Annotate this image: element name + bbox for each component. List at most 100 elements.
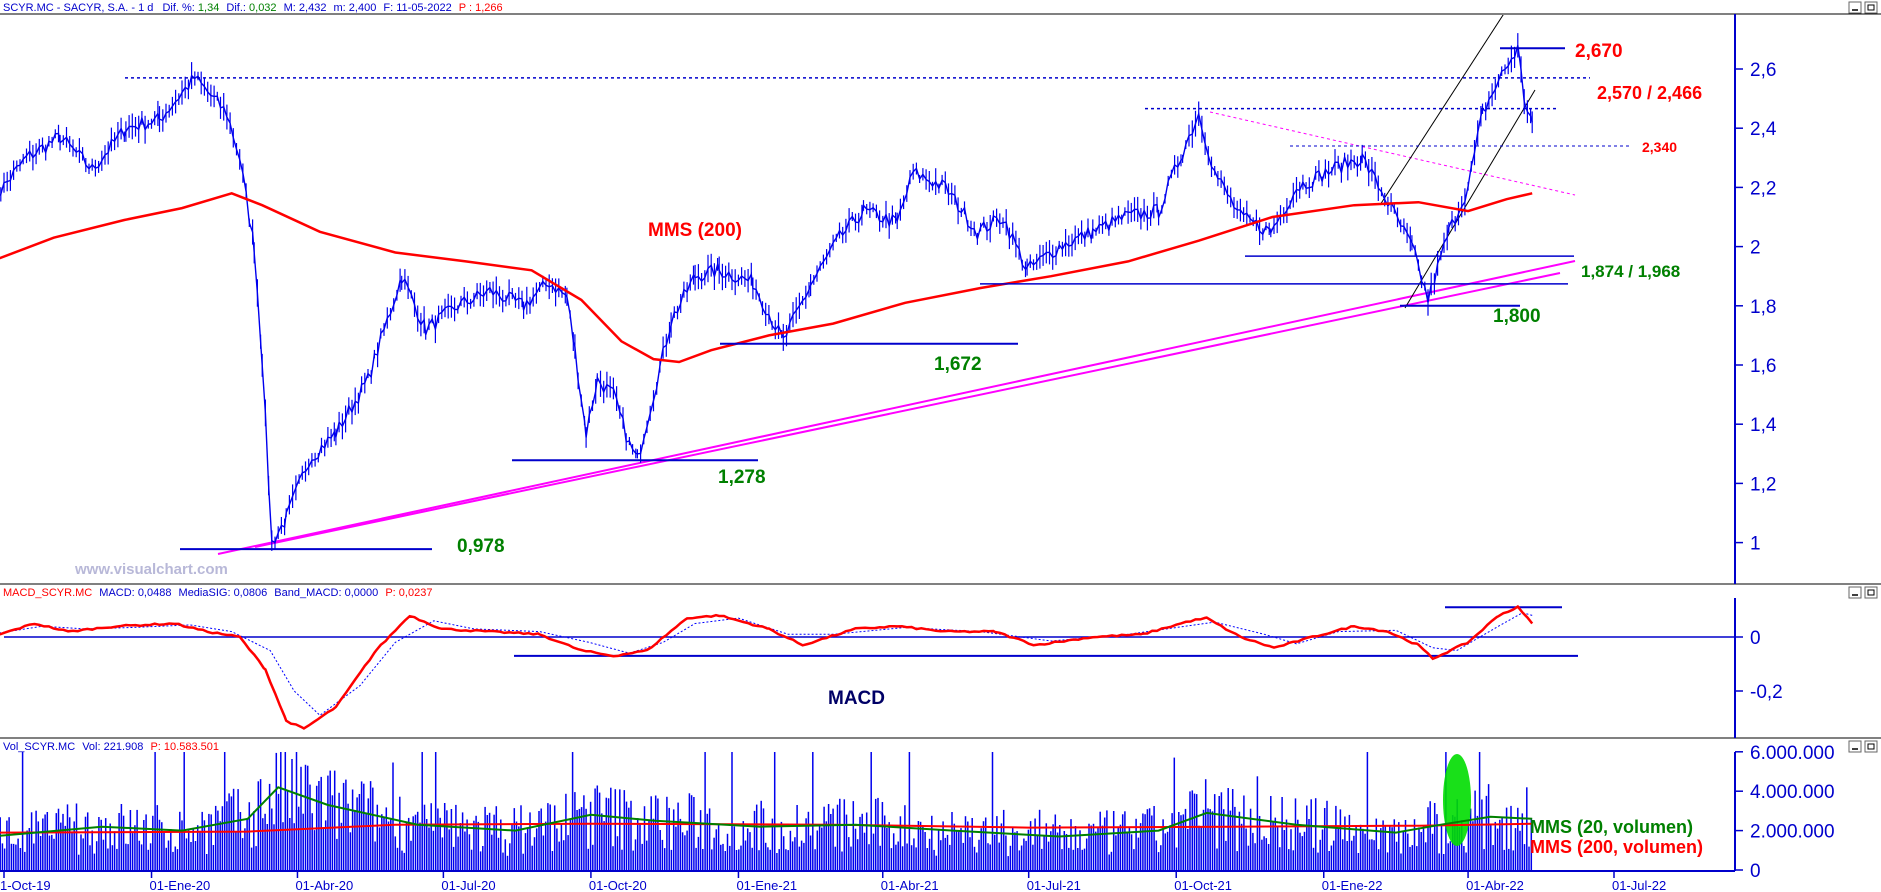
volume-highlight xyxy=(1443,754,1471,846)
x-tick-label: 1-Oct-19 xyxy=(0,878,51,892)
resistance-trend-line xyxy=(1209,111,1576,196)
macd-p-label: P: xyxy=(385,587,395,599)
watermark: www.visualchart.com xyxy=(74,561,228,578)
macd-maximize-button[interactable] xyxy=(1864,586,1878,599)
level-label-2570-2466: 2,570 / 2,466 xyxy=(1597,83,1702,103)
volume-panel xyxy=(0,752,1736,872)
volume-label: Vol: xyxy=(82,741,100,753)
price-y-tick-label: 2,6 xyxy=(1750,60,1776,81)
macd-sig-label: MediaSIG: xyxy=(179,587,231,599)
last-value: 1,266 xyxy=(475,2,503,14)
macd-sig-value: 0,0806 xyxy=(234,587,268,599)
price-y-tick-label: 2 xyxy=(1750,238,1761,259)
volume-y-tick-label: 0 xyxy=(1750,861,1761,882)
x-tick-label: 01-Abr-21 xyxy=(881,878,939,892)
date-value: 11-05-2022 xyxy=(396,2,451,14)
x-tick-label: 01-Abr-22 xyxy=(1466,878,1524,892)
volume-plot-area xyxy=(0,752,1533,870)
macd-value: 0,0488 xyxy=(138,587,172,599)
dif-pct-value: 1,34 xyxy=(198,2,219,14)
level-label-2340: 2,340 xyxy=(1642,139,1677,155)
x-tick-label: 01-Jul-21 xyxy=(1027,878,1081,892)
x-tick-label: 01-Ene-20 xyxy=(150,878,211,892)
level-label-1800: 1,800 xyxy=(1493,306,1541,327)
volume-maximize-button[interactable] xyxy=(1864,740,1878,753)
volume-p-value: 10.583.501 xyxy=(164,741,219,753)
level-label-1672: 1,672 xyxy=(934,354,982,375)
macd-signal-line xyxy=(0,612,1533,716)
macd-label: MACD: xyxy=(99,587,134,599)
price-header: SCYR.MC - SACYR, S.A. - 1 d Dif. %: 1,34… xyxy=(3,2,503,14)
price-plot-area xyxy=(0,15,1576,555)
price-panel-buttons xyxy=(1848,1,1878,14)
min-value: 2,400 xyxy=(349,2,377,14)
macd-line xyxy=(0,604,1534,730)
price-maximize-button[interactable] xyxy=(1864,1,1878,14)
max-value: 2,432 xyxy=(299,2,327,14)
price-y-tick-label: 1,2 xyxy=(1750,474,1776,495)
price-line xyxy=(0,45,1533,544)
volume-header: Vol_SCYR.MC Vol: 221.908 P: 10.583.501 xyxy=(3,741,219,753)
macd-header: MACD_SCYR.MC MACD: 0,0488 MediaSIG: 0,08… xyxy=(3,587,432,599)
macd-panel xyxy=(0,598,1881,739)
volume-mms20-line xyxy=(0,786,1533,838)
x-tick-label: 01-Oct-20 xyxy=(589,878,647,892)
volume-header-name: Vol_SCYR.MC xyxy=(3,741,75,753)
volume-mms200-label: MMS (200, volumen) xyxy=(1530,837,1703,857)
volume-y-tick-label: 6.000.000 xyxy=(1750,743,1835,764)
trend-line-lower xyxy=(217,260,1576,555)
volume-value: 221.908 xyxy=(104,741,144,753)
x-tick-label: 01-Abr-20 xyxy=(295,878,353,892)
level-label-2670: 2,670 xyxy=(1575,41,1623,62)
channel-line-lower xyxy=(1404,89,1536,309)
x-tick-label: 01-Oct-21 xyxy=(1174,878,1232,892)
price-y-tick-label: 1,6 xyxy=(1750,356,1776,377)
x-tick-label: 01-Jul-20 xyxy=(441,878,495,892)
price-header-symbol: SCYR.MC - SACYR, S.A. - 1 d xyxy=(3,2,153,14)
macd-band-label: Band_MACD: xyxy=(274,587,341,599)
level-label-1278: 1,278 xyxy=(718,467,766,488)
volume-minimize-button[interactable] xyxy=(1848,740,1862,753)
min-label: m: xyxy=(334,2,346,14)
volume-y-axis: MMS (20, volumen)MMS (200, volumen) 6.000… xyxy=(1530,743,1835,882)
macd-panel-buttons xyxy=(1848,586,1878,599)
price-y-axis: 2,6 2,4 2,2 2 1,8 1,6 1,4 1,2 1 xyxy=(1735,60,1777,555)
dif-pct-label: Dif. %: xyxy=(162,2,194,14)
price-y-tick-label: 2,4 xyxy=(1750,119,1777,140)
macd-title: MACD xyxy=(828,688,885,709)
price-y-tick-label: 1 xyxy=(1750,534,1761,555)
dif-value: 0,032 xyxy=(249,2,277,14)
macd-minimize-button[interactable] xyxy=(1848,586,1862,599)
volume-y-tick-label: 4.000.000 xyxy=(1750,782,1835,803)
x-tick-label: 01-Jul-22 xyxy=(1612,878,1666,892)
macd-y-tick-label: 0 xyxy=(1750,628,1761,649)
price-y-tick-label: 2,2 xyxy=(1750,178,1776,199)
level-label-0978: 0,978 xyxy=(457,536,505,557)
max-label: M: xyxy=(284,2,296,14)
mms200-label: MMS (200) xyxy=(648,220,742,241)
price-annotations: MMS (200) 2,670 2,570 / 2,466 2,340 1,874 / … xyxy=(125,41,1702,557)
x-axis: 1-Oct-19 01-Ene-20 01-Abr-20 01-Jul-20 01-Oc… xyxy=(0,871,1666,892)
macd-y-tick-label: -0,2 xyxy=(1750,682,1783,703)
volume-y-tick-label: 2.000.000 xyxy=(1750,822,1835,843)
x-tick-label: 01-Ene-21 xyxy=(736,878,797,892)
last-label: P : xyxy=(459,2,472,14)
dif-label: Dif.: xyxy=(226,2,246,14)
macd-plot-area xyxy=(0,604,1735,730)
channel-line-upper xyxy=(1379,15,1504,206)
level-label-1874-1968: 1,874 / 1,968 xyxy=(1581,262,1680,281)
price-minimize-button[interactable] xyxy=(1848,1,1862,14)
macd-y-axis: MACD 0 -0,2 xyxy=(828,628,1783,709)
macd-header-name: MACD_SCYR.MC xyxy=(3,587,92,599)
price-y-tick-label: 1,8 xyxy=(1750,297,1776,318)
mms200-line xyxy=(0,191,1533,364)
macd-band-value: 0,0000 xyxy=(345,587,379,599)
x-tick-label: 01-Ene-22 xyxy=(1322,878,1383,892)
trend-line-upper xyxy=(254,272,1561,548)
volume-p-label: P: xyxy=(150,741,160,753)
price-panel xyxy=(0,13,1881,585)
volume-mms20-label: MMS (20, volumen) xyxy=(1530,817,1693,837)
date-label: F: xyxy=(383,2,393,14)
macd-p-value: 0,0237 xyxy=(399,587,433,599)
